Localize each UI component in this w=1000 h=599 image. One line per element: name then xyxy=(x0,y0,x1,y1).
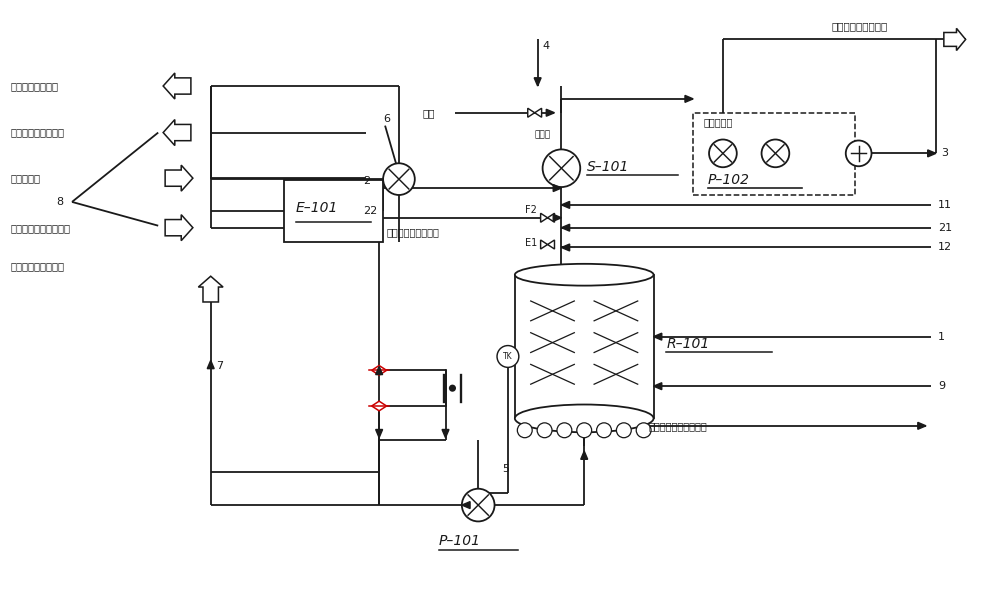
Polygon shape xyxy=(553,184,561,192)
Text: 4: 4 xyxy=(543,41,550,52)
Text: 22: 22 xyxy=(363,206,378,216)
Polygon shape xyxy=(944,28,966,50)
Polygon shape xyxy=(372,365,387,375)
Text: E–101: E–101 xyxy=(296,201,338,215)
Polygon shape xyxy=(163,73,191,99)
Circle shape xyxy=(846,141,872,167)
Polygon shape xyxy=(372,401,387,411)
Polygon shape xyxy=(462,501,470,509)
Text: P–102: P–102 xyxy=(708,173,750,187)
Circle shape xyxy=(537,423,552,438)
Polygon shape xyxy=(541,213,548,222)
Text: 11: 11 xyxy=(938,200,952,210)
Polygon shape xyxy=(685,95,693,102)
Ellipse shape xyxy=(515,404,654,432)
Text: 冷导热油自导热油管网: 冷导热油自导热油管网 xyxy=(11,223,71,232)
Polygon shape xyxy=(918,422,926,429)
Text: 苯乙烯原料及阻聚剂: 苯乙烯原料及阻聚剂 xyxy=(386,228,439,238)
Text: 3: 3 xyxy=(941,149,948,158)
Circle shape xyxy=(616,423,631,438)
Text: 12: 12 xyxy=(938,243,952,253)
Polygon shape xyxy=(442,429,449,438)
Polygon shape xyxy=(198,276,223,302)
Text: E1: E1 xyxy=(525,238,537,247)
Text: P–101: P–101 xyxy=(439,534,481,547)
Circle shape xyxy=(383,164,415,195)
Polygon shape xyxy=(561,201,570,208)
Circle shape xyxy=(709,140,737,167)
Polygon shape xyxy=(541,240,548,249)
Text: 尾气至尾气处理设备: 尾气至尾气处理设备 xyxy=(832,22,888,32)
Text: 冷导热油回油至管网: 冷导热油回油至管网 xyxy=(11,128,65,138)
Text: 真空泥系统: 真空泥系统 xyxy=(703,117,732,128)
Text: 7: 7 xyxy=(216,361,223,371)
Bar xyxy=(284,180,383,241)
Polygon shape xyxy=(165,165,193,191)
Polygon shape xyxy=(376,367,383,374)
Text: 21: 21 xyxy=(938,223,952,232)
Polygon shape xyxy=(561,244,570,251)
Polygon shape xyxy=(165,214,193,241)
Circle shape xyxy=(497,346,519,367)
Text: 反应出料至后处理系统: 反应出料至后处理系统 xyxy=(649,421,707,431)
Polygon shape xyxy=(207,361,214,368)
Text: 采样口: 采样口 xyxy=(535,130,551,139)
Text: 1: 1 xyxy=(938,332,945,341)
Text: 氮气: 氮气 xyxy=(423,108,435,118)
Text: 5: 5 xyxy=(502,464,509,474)
Bar xyxy=(515,275,654,418)
Text: 伴热用热水至管网: 伴热用热水至管网 xyxy=(11,81,59,91)
Text: 热导热油自导热油炉: 热导热油自导热油炉 xyxy=(11,261,65,271)
Text: 9: 9 xyxy=(938,381,945,391)
Text: S–101: S–101 xyxy=(587,161,630,174)
Text: TK: TK xyxy=(503,352,513,361)
Text: F2: F2 xyxy=(525,205,537,215)
Circle shape xyxy=(543,149,580,187)
Polygon shape xyxy=(376,429,383,438)
Polygon shape xyxy=(535,108,542,117)
Polygon shape xyxy=(546,109,554,116)
Circle shape xyxy=(462,489,495,521)
Circle shape xyxy=(597,423,611,438)
Text: 8: 8 xyxy=(56,197,63,207)
Polygon shape xyxy=(528,108,535,117)
Bar xyxy=(693,113,855,195)
Polygon shape xyxy=(561,224,570,231)
Circle shape xyxy=(762,140,789,167)
Circle shape xyxy=(557,423,572,438)
Text: 给水自管网: 给水自管网 xyxy=(11,173,41,183)
Text: R–101: R–101 xyxy=(666,337,710,350)
Polygon shape xyxy=(534,78,541,86)
Polygon shape xyxy=(553,214,561,221)
Polygon shape xyxy=(163,120,191,146)
Circle shape xyxy=(577,423,592,438)
Polygon shape xyxy=(654,383,662,390)
Polygon shape xyxy=(548,213,554,222)
Polygon shape xyxy=(928,150,936,157)
Circle shape xyxy=(636,423,651,438)
Circle shape xyxy=(449,385,456,392)
Text: 6: 6 xyxy=(383,114,390,123)
Polygon shape xyxy=(548,240,554,249)
Polygon shape xyxy=(654,333,662,340)
Text: 2: 2 xyxy=(363,176,370,186)
Circle shape xyxy=(517,423,532,438)
Polygon shape xyxy=(581,451,588,459)
Ellipse shape xyxy=(515,264,654,286)
